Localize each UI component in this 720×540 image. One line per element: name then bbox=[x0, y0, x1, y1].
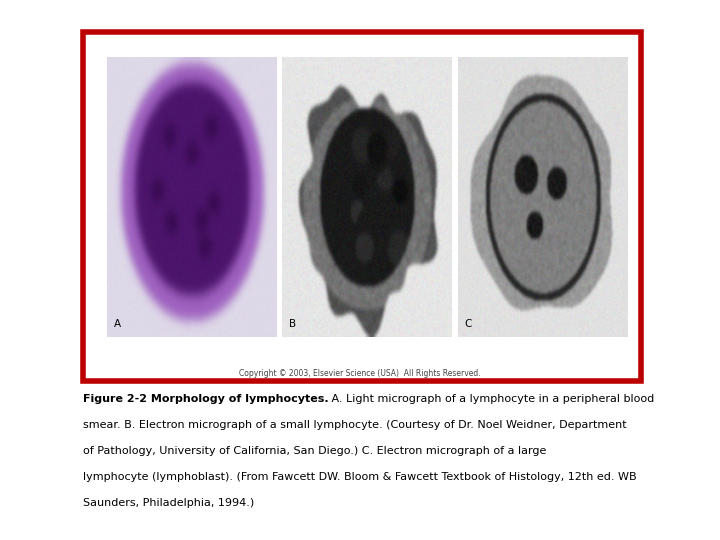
Bar bbox=[83, 32, 641, 381]
Text: Figure 2-2 Morphology of lymphocytes.: Figure 2-2 Morphology of lymphocytes. bbox=[83, 394, 328, 404]
Text: smear. B. Electron micrograph of a small lymphocyte. (Courtesy of Dr. Noel Weidn: smear. B. Electron micrograph of a small… bbox=[83, 420, 626, 430]
Text: lymphocyte (lymphoblast). (From Fawcett DW. Bloom & Fawcett Textbook of Histolog: lymphocyte (lymphoblast). (From Fawcett … bbox=[83, 472, 636, 482]
Text: A. Light micrograph of a lymphocyte in a peripheral blood: A. Light micrograph of a lymphocyte in a… bbox=[328, 394, 654, 404]
Text: Saunders, Philadelphia, 1994.): Saunders, Philadelphia, 1994.) bbox=[83, 498, 254, 508]
Text: of Pathology, University of California, San Diego.) C. Electron micrograph of a : of Pathology, University of California, … bbox=[83, 446, 546, 456]
Text: B: B bbox=[289, 319, 297, 329]
Text: C: C bbox=[464, 319, 472, 329]
Text: Copyright © 2003, Elsevier Science (USA)  All Rights Reserved.: Copyright © 2003, Elsevier Science (USA)… bbox=[239, 369, 481, 379]
Text: A: A bbox=[114, 319, 121, 329]
